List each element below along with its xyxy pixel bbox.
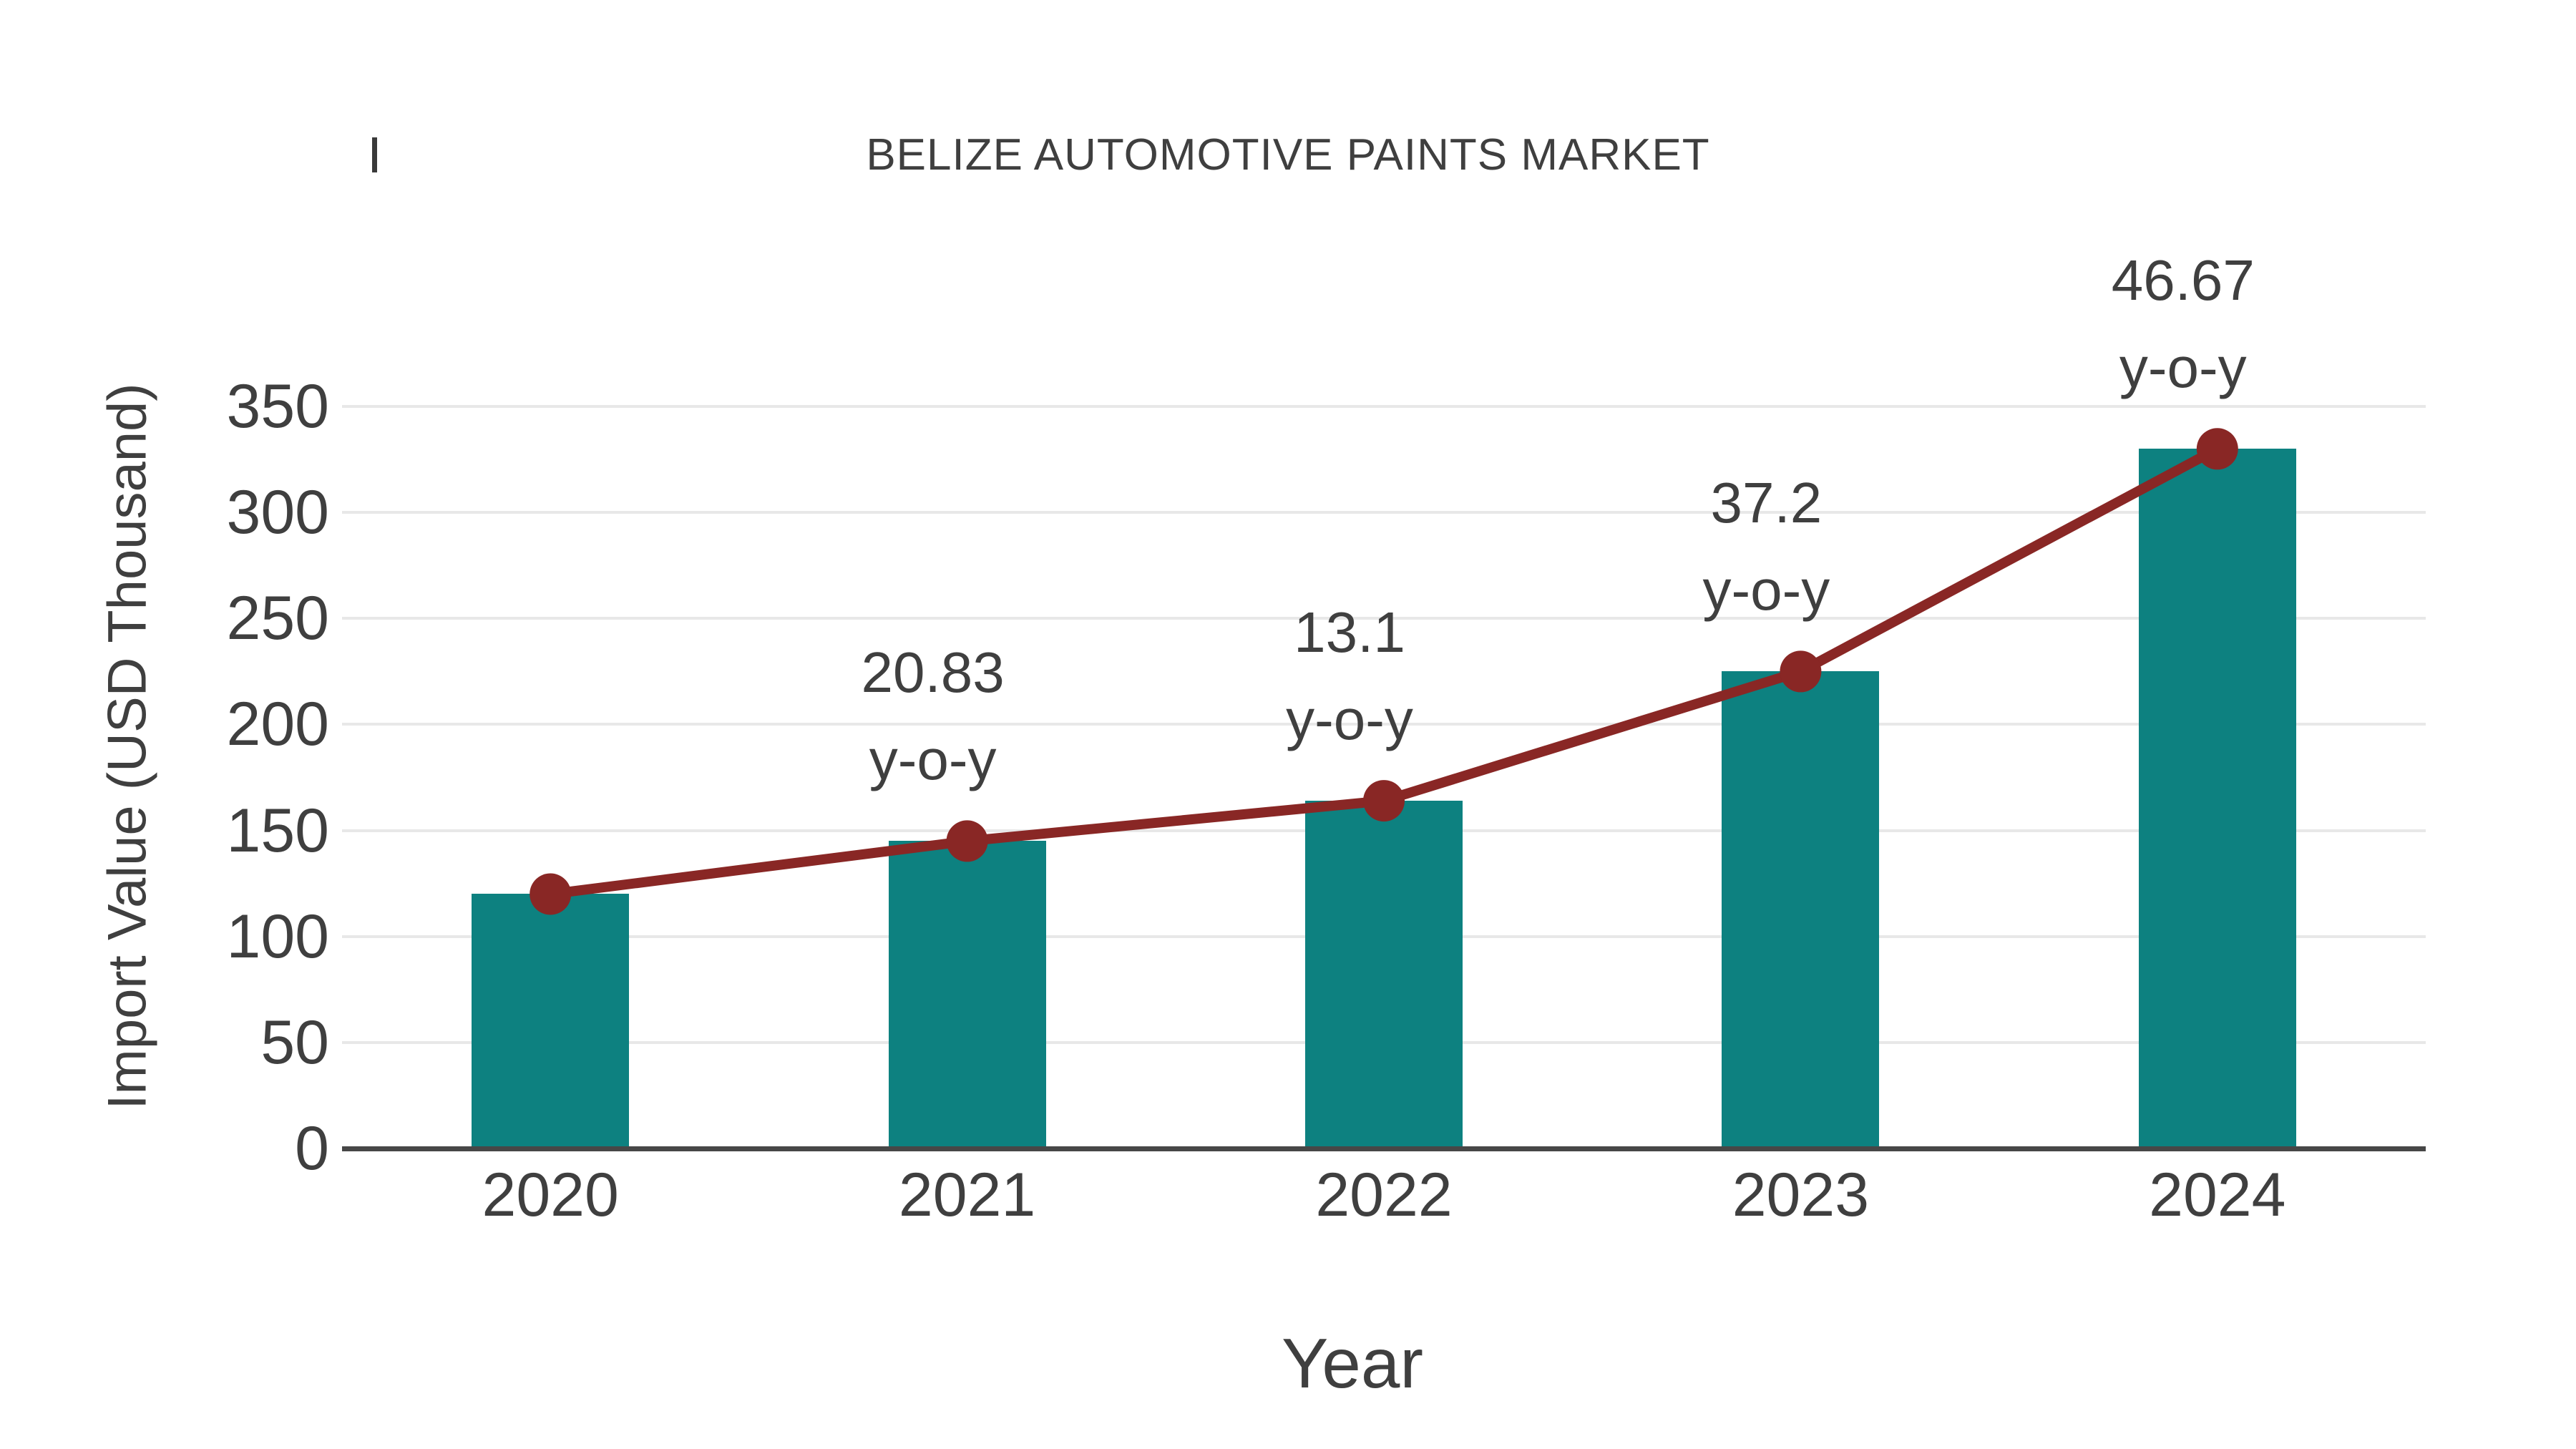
trend-marker-2020: [530, 873, 572, 915]
y-tick-label-200: 200: [226, 690, 330, 759]
trend-marker-2021: [946, 820, 988, 862]
annotation-value: 37.2: [1710, 471, 1823, 535]
trend-marker-2023: [1780, 650, 1822, 693]
annotation-value: 20.83: [861, 640, 1005, 705]
x-tick-label-2021: 2021: [898, 1161, 1036, 1229]
y-tick-label-150: 150: [226, 796, 330, 865]
text-caret-artifact: [372, 137, 377, 172]
gridline-300: [342, 511, 2426, 514]
gridline-250: [342, 617, 2426, 620]
annotation-2021: 20.83 y-o-y: [861, 629, 1004, 804]
x-axis-title: Year: [1281, 1324, 1424, 1402]
y-tick-label-300: 300: [226, 478, 330, 547]
y-tick-label-50: 50: [260, 1008, 329, 1077]
annotation-2023: 37.2 y-o-y: [1703, 459, 1830, 634]
bar-2021: [888, 841, 1046, 1148]
y-tick-label-350: 350: [226, 372, 330, 441]
gridline-350: [342, 405, 2426, 408]
x-tick-label-2022: 2022: [1315, 1161, 1453, 1229]
bar-2024: [2138, 449, 2296, 1148]
x-tick-label-2023: 2023: [1732, 1161, 1870, 1229]
y-tick-label-100: 100: [226, 902, 330, 971]
annotation-value: 46.67: [2111, 248, 2255, 313]
gridline-200: [342, 723, 2426, 726]
x-tick-label-2020: 2020: [482, 1161, 619, 1229]
annotation-2024: 46.67 y-o-y: [2112, 237, 2255, 411]
trend-marker-2024: [2196, 428, 2238, 470]
chart-title: BELIZE AUTOMOTIVE PAINTS MARKET: [866, 130, 1710, 180]
bar-2020: [472, 894, 630, 1148]
annotation-suffix: y-o-y: [1286, 688, 1413, 752]
trend-marker-2022: [1363, 780, 1405, 822]
bar-2023: [1722, 671, 1880, 1148]
x-tick-label-2024: 2024: [2149, 1161, 2286, 1229]
y-tick-label-250: 250: [226, 584, 330, 653]
annotation-2022: 13.1 y-o-y: [1286, 589, 1413, 763]
annotation-suffix: y-o-y: [869, 728, 997, 792]
annotation-suffix: y-o-y: [2119, 336, 2247, 400]
x-axis-line: [342, 1146, 2426, 1151]
annotation-value: 13.1: [1294, 600, 1405, 665]
annotation-suffix: y-o-y: [1702, 558, 1830, 623]
bar-2022: [1305, 801, 1463, 1148]
y-tick-label-0: 0: [295, 1114, 329, 1183]
